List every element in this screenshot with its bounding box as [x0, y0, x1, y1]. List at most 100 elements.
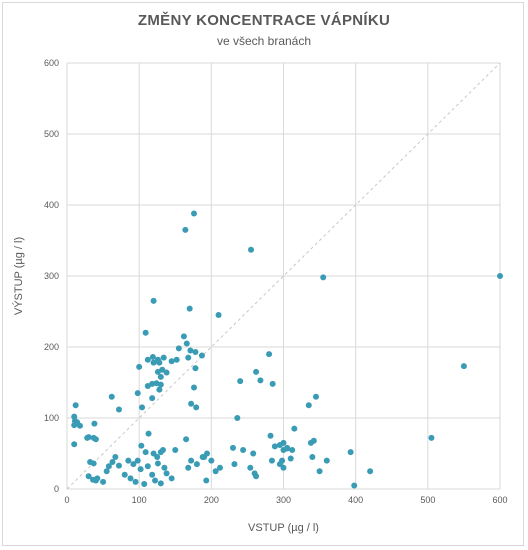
- data-point: [105, 463, 112, 470]
- x-axis-label: VSTUP (µg / l): [248, 522, 319, 534]
- data-point: [309, 454, 316, 461]
- data-point: [428, 434, 435, 441]
- data-point: [109, 459, 116, 466]
- data-point: [154, 356, 161, 363]
- data-point: [132, 478, 139, 485]
- y-tick-label: 100: [44, 413, 59, 423]
- data-point: [134, 390, 141, 397]
- data-point: [198, 352, 205, 359]
- data-point: [142, 449, 149, 456]
- data-point: [323, 457, 330, 464]
- data-point: [291, 425, 298, 432]
- data-point: [71, 422, 78, 429]
- y-tick-label: 600: [44, 58, 59, 68]
- data-point: [156, 386, 163, 393]
- data-point: [71, 441, 78, 448]
- data-point: [229, 444, 236, 451]
- data-point: [172, 446, 179, 453]
- data-point: [144, 463, 151, 470]
- x-tick-label: 300: [276, 495, 291, 505]
- data-point: [460, 363, 467, 370]
- data-points: [71, 210, 503, 489]
- y-tick-label: 400: [44, 200, 59, 210]
- data-point: [267, 432, 274, 439]
- data-point: [90, 460, 97, 467]
- data-point: [115, 406, 122, 413]
- data-point: [112, 454, 119, 461]
- data-point: [100, 478, 107, 485]
- data-point: [271, 443, 278, 450]
- data-point: [199, 454, 206, 461]
- data-point: [191, 210, 198, 217]
- data-point: [284, 444, 291, 451]
- data-point: [115, 462, 122, 469]
- data-point: [168, 358, 175, 365]
- data-point: [76, 422, 83, 429]
- data-point: [253, 473, 260, 480]
- data-point: [497, 273, 503, 279]
- data-point: [173, 356, 180, 363]
- data-point: [72, 402, 79, 409]
- data-point: [163, 470, 170, 477]
- data-point: [188, 400, 195, 407]
- data-point: [312, 393, 319, 400]
- data-point: [160, 354, 167, 361]
- data-point: [191, 384, 198, 391]
- data-point: [268, 457, 275, 464]
- data-point: [203, 477, 210, 484]
- data-point: [163, 369, 170, 376]
- x-tick-label: 0: [64, 495, 69, 505]
- data-point: [137, 466, 144, 473]
- data-point: [276, 441, 283, 448]
- data-point: [125, 457, 132, 464]
- data-point: [150, 359, 157, 366]
- data-point: [183, 436, 190, 443]
- data-point: [289, 446, 296, 453]
- data-point: [231, 461, 238, 468]
- data-point: [180, 333, 187, 340]
- y-tick-label: 300: [44, 271, 59, 281]
- data-point: [216, 464, 223, 471]
- data-point: [287, 455, 294, 462]
- data-point: [250, 450, 257, 457]
- data-point: [253, 368, 260, 375]
- y-tick-label: 500: [44, 129, 59, 139]
- data-point: [91, 420, 98, 427]
- x-tick-label: 100: [132, 495, 147, 505]
- axis-ticks: 0 100 200 300 400 500 600 0 100 200 300 400 500 600: [44, 58, 508, 505]
- data-point: [187, 347, 194, 354]
- data-point: [182, 226, 189, 233]
- x-tick-label: 600: [492, 495, 507, 505]
- data-point: [257, 377, 264, 384]
- y-axis-label: VÝSTUP (µg / l): [12, 237, 25, 315]
- data-point: [367, 468, 374, 475]
- data-point: [149, 471, 156, 478]
- data-point: [215, 312, 222, 319]
- data-point: [168, 475, 175, 482]
- reference-diagonal-line: [66, 62, 501, 490]
- data-point: [142, 329, 149, 336]
- data-point: [185, 464, 192, 471]
- data-point: [186, 305, 193, 312]
- data-point: [305, 402, 312, 409]
- data-point: [108, 393, 115, 400]
- data-point: [310, 437, 317, 444]
- data-point: [204, 450, 211, 457]
- x-tick-label: 500: [420, 495, 435, 505]
- chart-title: ZMĚNY KONCENTRACE VÁPNÍKU: [137, 12, 391, 29]
- data-point: [157, 480, 164, 487]
- data-point: [269, 380, 276, 387]
- data-point: [316, 468, 323, 475]
- data-point: [134, 457, 141, 464]
- y-tick-label: 200: [44, 342, 59, 352]
- data-point: [240, 446, 247, 453]
- data-point: [351, 482, 358, 489]
- data-point: [136, 363, 143, 370]
- data-point: [150, 297, 157, 304]
- data-point: [185, 354, 192, 361]
- data-point: [279, 457, 286, 464]
- data-point: [149, 353, 156, 360]
- data-point: [192, 348, 199, 355]
- chart-frame: [2, 2, 524, 546]
